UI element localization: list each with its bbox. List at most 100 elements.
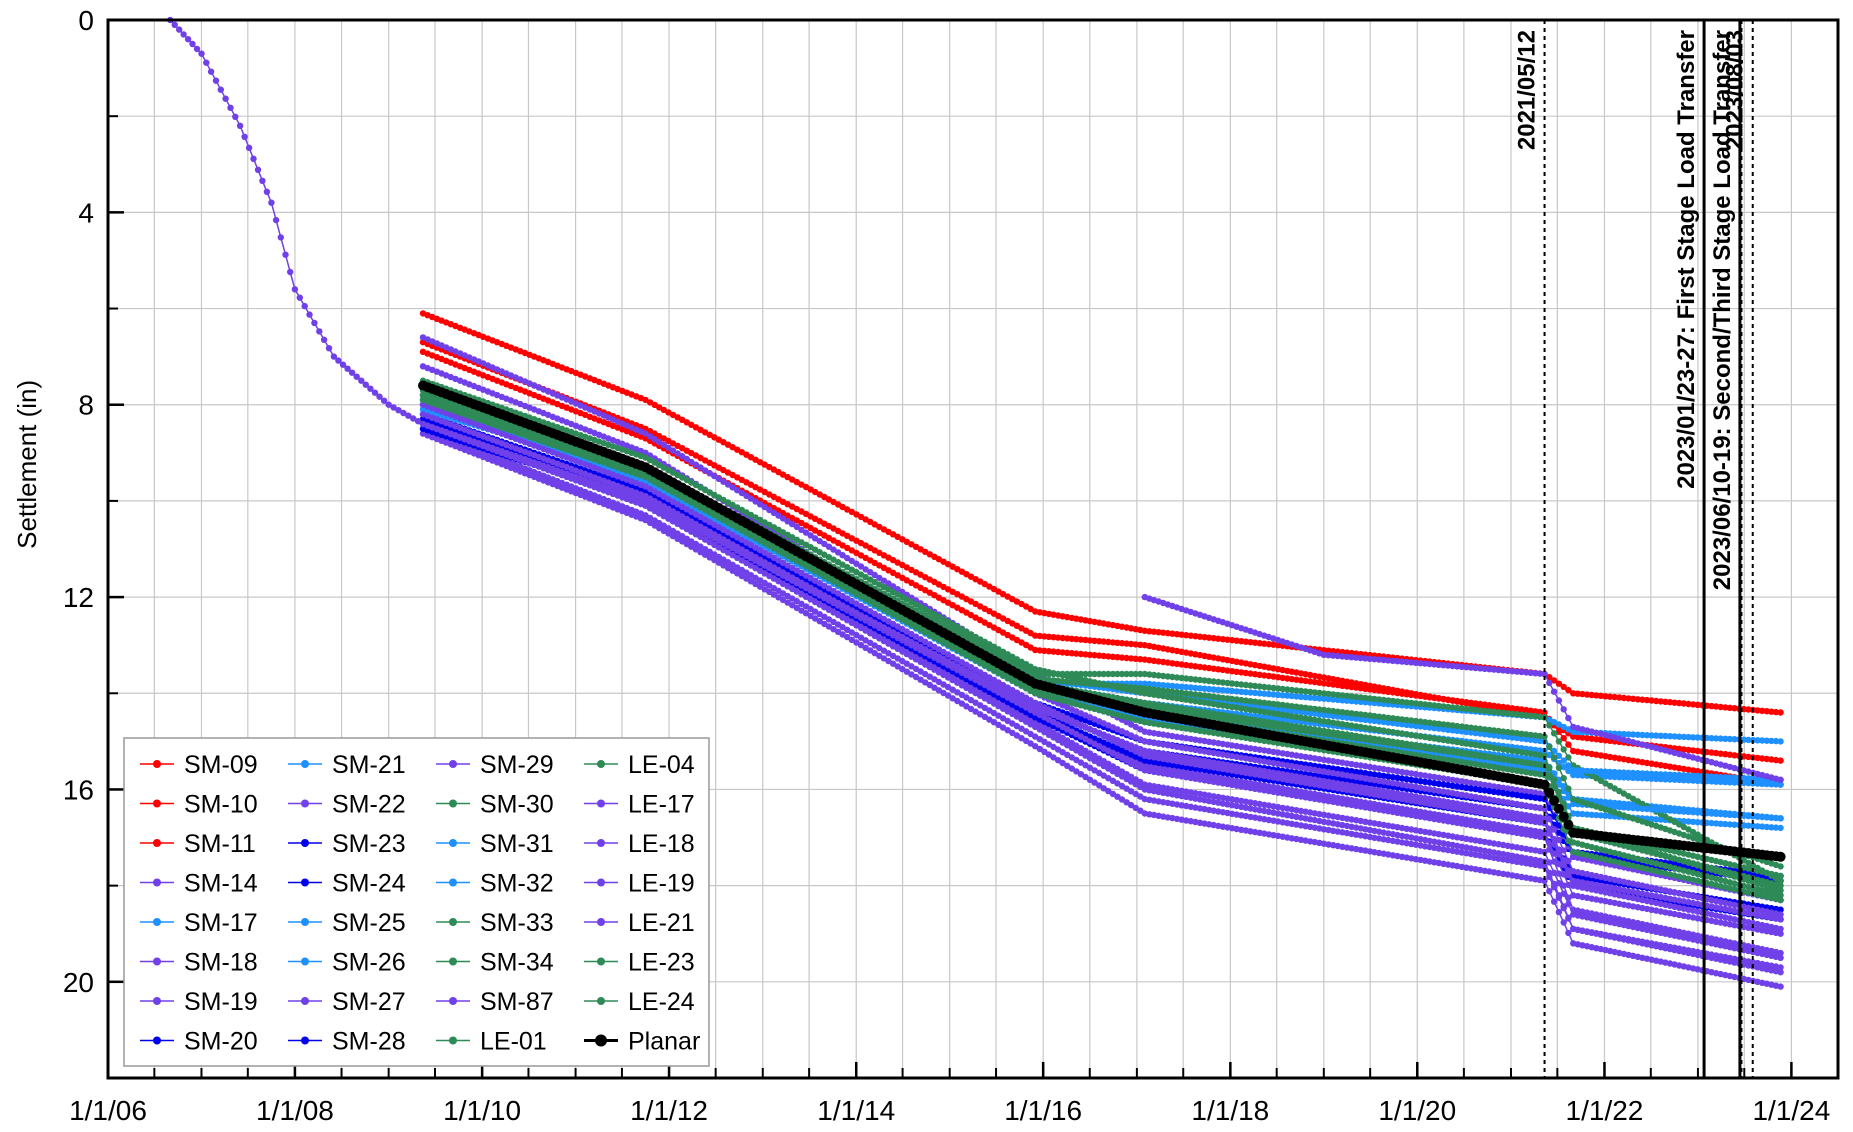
data-point (1032, 646, 1039, 654)
data-point (1726, 704, 1734, 711)
data-point (1565, 726, 1572, 733)
data-point (1265, 690, 1273, 698)
data-point (1073, 768, 1080, 775)
data-point (1722, 704, 1729, 711)
data-point (1050, 648, 1057, 655)
data-point (1118, 796, 1126, 803)
data-point (1680, 746, 1688, 753)
data-point (1233, 688, 1240, 695)
data-point (1662, 698, 1669, 705)
data-point (1100, 638, 1107, 645)
data-point (1579, 690, 1586, 698)
data-point (1722, 735, 1729, 742)
data-point (1555, 728, 1563, 735)
data-point (1238, 688, 1245, 695)
data-point (1132, 804, 1139, 812)
data-point (1146, 680, 1153, 688)
data-point (1657, 698, 1665, 705)
data-point (1114, 654, 1121, 661)
data-point (1745, 706, 1752, 713)
data-point (1118, 654, 1126, 661)
data-point (1616, 730, 1623, 738)
data-point (1320, 695, 1328, 702)
data-point (1629, 757, 1637, 764)
data-point (1261, 690, 1268, 697)
data-point (1274, 691, 1282, 699)
data-point (1077, 650, 1085, 658)
data-point (1777, 964, 1784, 971)
data-point (1132, 641, 1139, 648)
data-point (1676, 733, 1683, 740)
data-point (1676, 699, 1683, 707)
data-point (1708, 702, 1715, 710)
data-point (1297, 693, 1305, 700)
data-point (1114, 793, 1121, 800)
data-point (1247, 689, 1254, 696)
grid-lines (108, 20, 1838, 1078)
data-point (1759, 707, 1766, 714)
data-point (1717, 703, 1724, 711)
data-point (1334, 696, 1342, 704)
data-point (1077, 771, 1085, 778)
data-point (1127, 655, 1135, 662)
data-point (1307, 694, 1314, 701)
data-point (1086, 651, 1094, 658)
data-point (1059, 649, 1066, 656)
data-point (1045, 633, 1053, 640)
data-point (1091, 652, 1098, 659)
data-point (1339, 697, 1346, 704)
data-point (1343, 697, 1351, 704)
data-point (1150, 681, 1158, 688)
data-point (1588, 691, 1595, 699)
data-point (1653, 732, 1660, 739)
data-point (1215, 686, 1222, 693)
data-point (1036, 632, 1044, 640)
data-point (1127, 640, 1135, 648)
data-point (1606, 693, 1614, 700)
data-point (1036, 745, 1044, 753)
data-point (1169, 682, 1176, 690)
data-point (1270, 691, 1277, 698)
data-point (1565, 686, 1572, 694)
data-point (1219, 687, 1227, 694)
data-point (1353, 698, 1360, 705)
data-point (1205, 685, 1213, 693)
data-point (1086, 776, 1094, 783)
data-point (1137, 680, 1144, 687)
data-point (1731, 736, 1738, 743)
data-point (1565, 929, 1572, 937)
data-point (1777, 824, 1784, 832)
data-point (1583, 691, 1591, 698)
data-point (1560, 919, 1567, 926)
data-point (1625, 731, 1632, 738)
data-point (1611, 693, 1618, 701)
data-point (1629, 731, 1637, 738)
data-point (1228, 687, 1236, 695)
data-point (1118, 640, 1126, 647)
data-point (1708, 735, 1715, 742)
data-point (1689, 701, 1697, 708)
data-point (1064, 649, 1071, 656)
data-point (1032, 632, 1039, 639)
data-point (1717, 735, 1724, 742)
data-point (1059, 759, 1066, 767)
data-point (1132, 655, 1139, 662)
data-point (1073, 650, 1080, 657)
data-point (1629, 695, 1637, 702)
data-point (1712, 735, 1720, 742)
data-point (1256, 690, 1263, 697)
data-point (1302, 694, 1309, 701)
data-point (1064, 635, 1071, 642)
data-point (1325, 695, 1332, 703)
data-point (1251, 689, 1259, 697)
data-point (1754, 707, 1761, 714)
data-point (1555, 908, 1563, 916)
data-point (1625, 695, 1632, 702)
data-point (1550, 677, 1558, 684)
data-point (1164, 682, 1172, 689)
data-point (1173, 683, 1181, 690)
data-point (1694, 701, 1701, 708)
data-point (1777, 709, 1784, 716)
data-point (1546, 859, 1553, 866)
